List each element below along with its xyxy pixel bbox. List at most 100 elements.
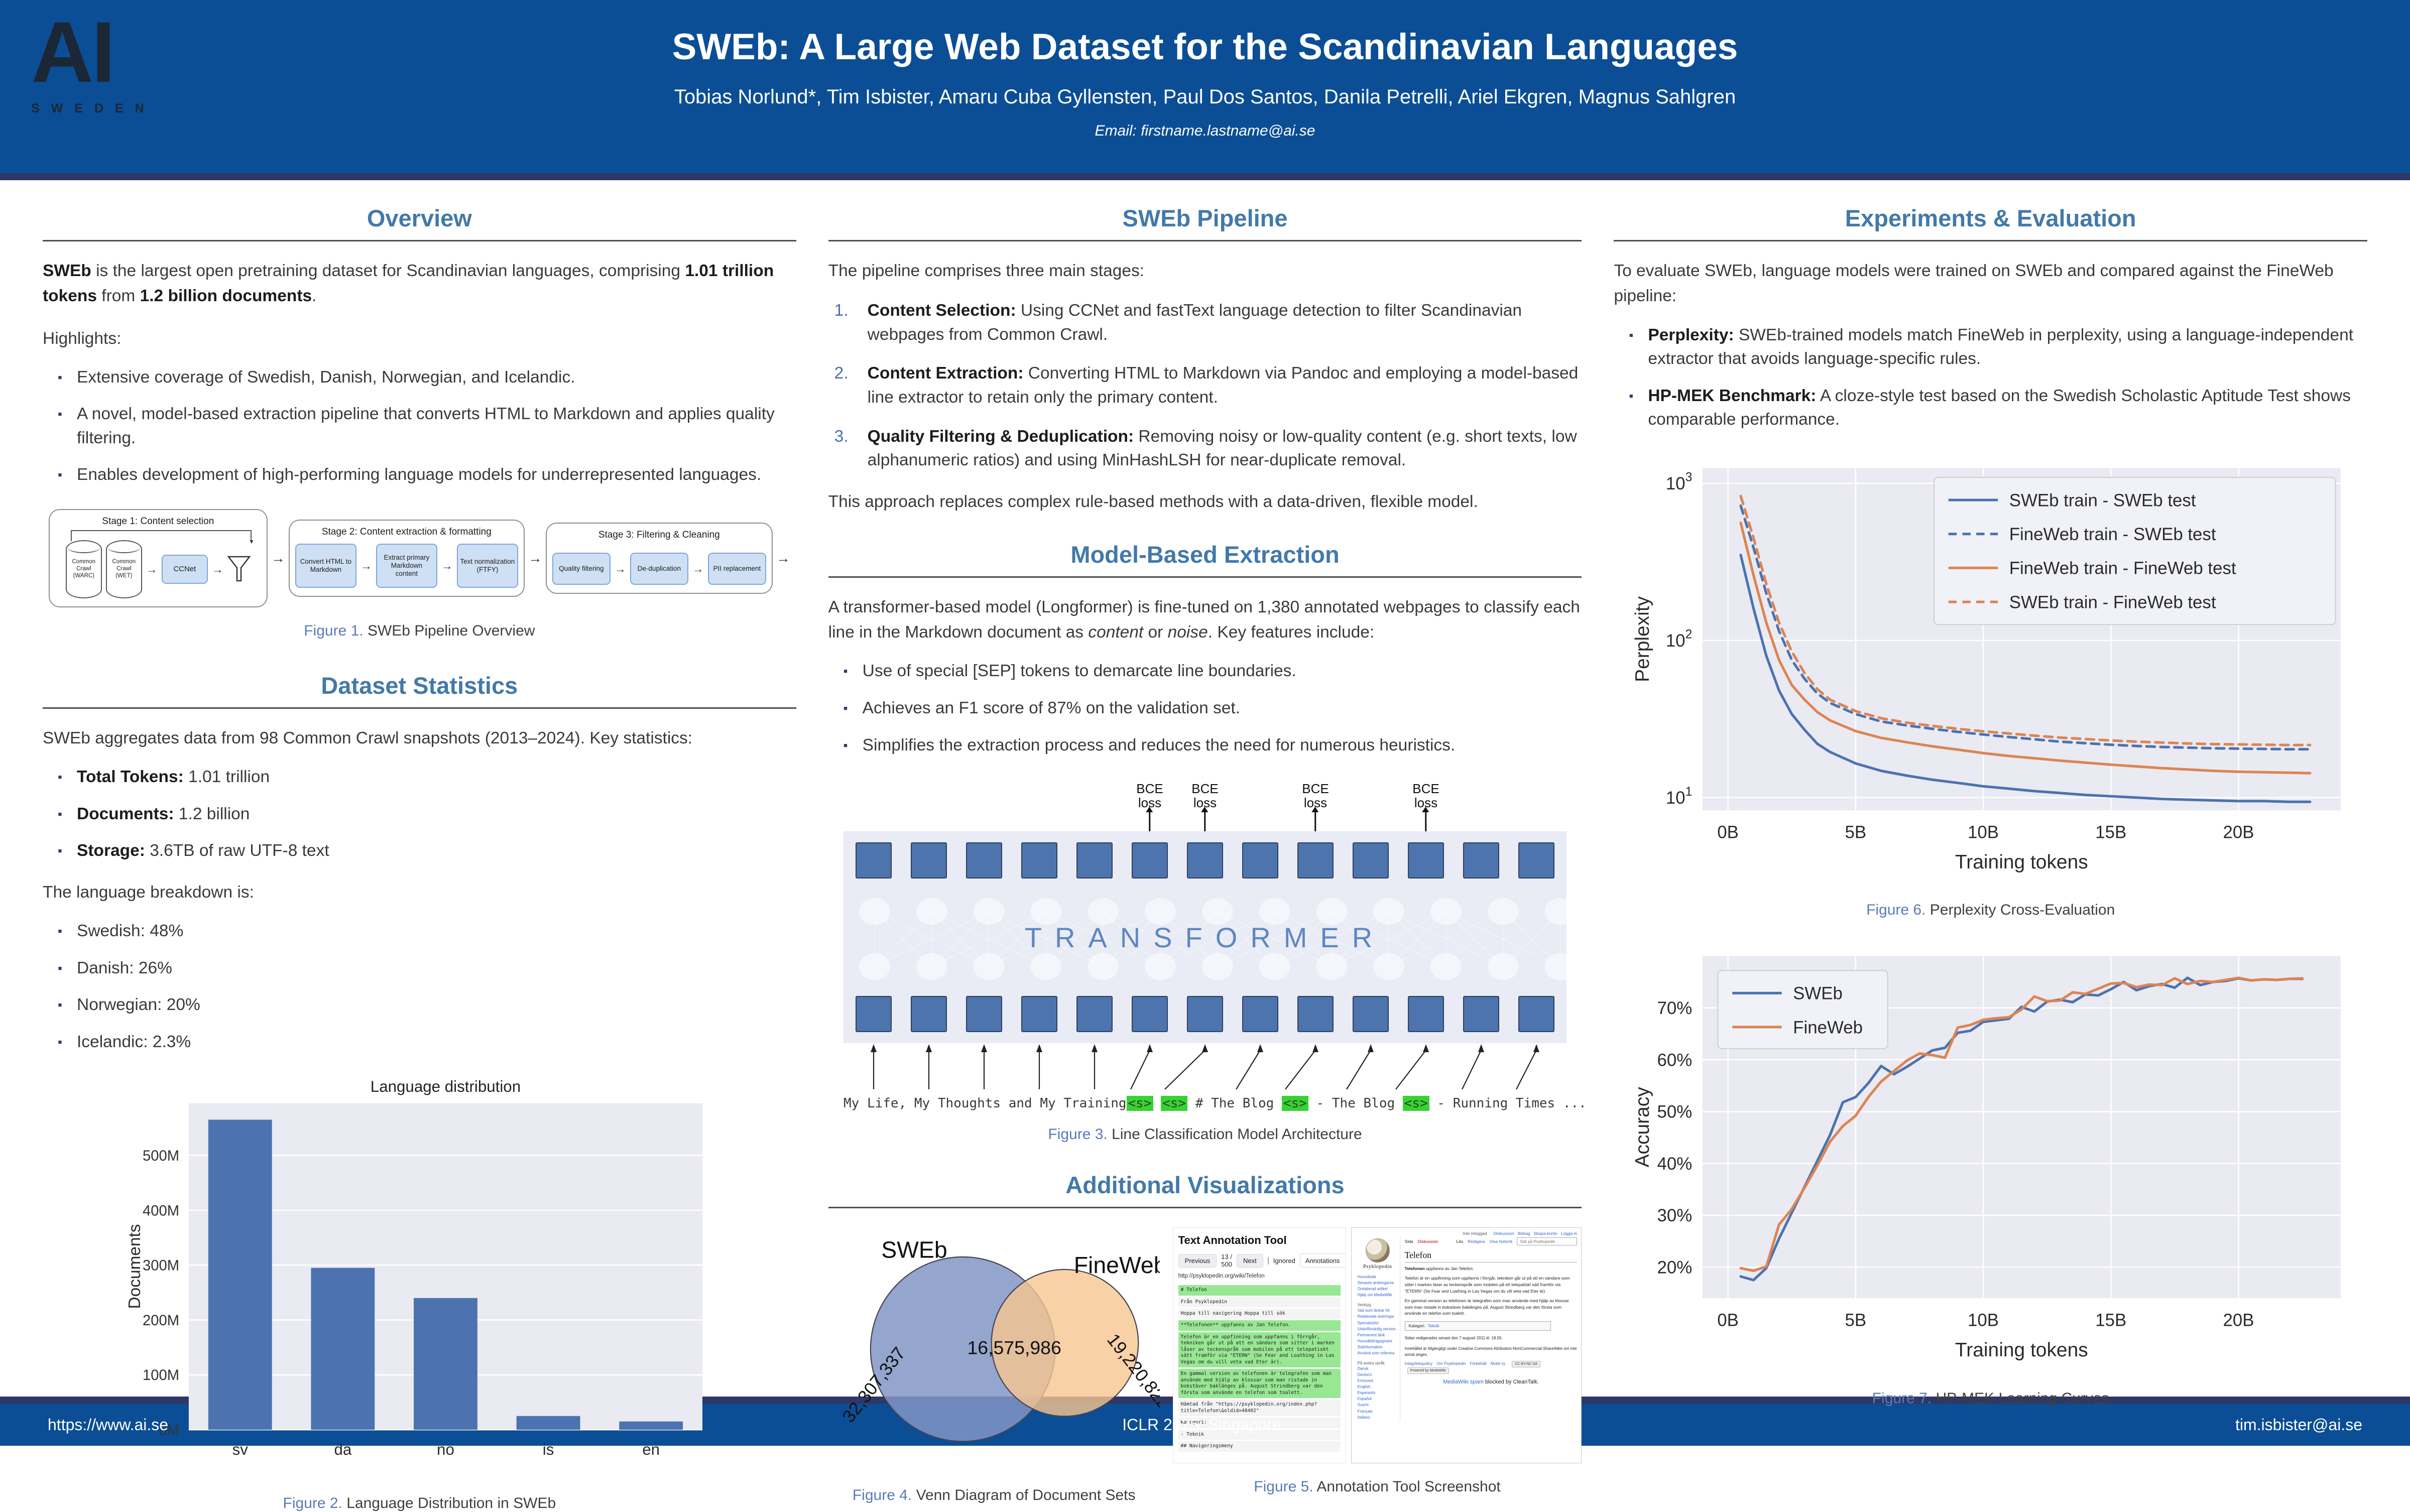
venn-svg: SWEb FineWeb 32,307,337 19,220,822 16,57… (838, 1237, 1174, 1442)
fig1-ccnet-box: CCNet (161, 555, 208, 584)
wiki-sidebar-link[interactable]: Deutsch (1357, 1372, 1372, 1377)
wiki-sidebar-link[interactable]: English (1357, 1384, 1371, 1390)
wiki-top-link[interactable]: Bidrag (1517, 1231, 1530, 1236)
wiki-sidebar-link[interactable]: Italiano (1357, 1415, 1370, 1420)
bce-loss-label: BCE loss (1191, 782, 1219, 832)
section-overview: Overview SWEb is the largest open pretra… (43, 204, 796, 640)
wiki-sidebar-link[interactable]: Hjälp om MediaWiki (1357, 1293, 1392, 1298)
funnel-icon (227, 556, 251, 582)
fig1-stage3: Stage 3: Filtering & Cleaning Quality fi… (545, 523, 773, 594)
ignored-checkbox[interactable] (1267, 1256, 1269, 1265)
fig3-network-decoration (859, 898, 1566, 980)
figure7-caption: Figure 7. HP-MEK Learning Curves (1872, 1390, 2109, 1407)
wiki-sidebar-link[interactable]: Español (1357, 1397, 1372, 1402)
wiki-footer-link[interactable]: Om Psyklopedin (1436, 1361, 1466, 1366)
wiki-sidebar-link[interactable]: Esperanto (1357, 1391, 1376, 1396)
sep-token: <s> (1126, 1096, 1153, 1111)
wiki-sidebar-link[interactable]: Ελληνικά (1357, 1378, 1373, 1383)
section-rule (1614, 240, 2368, 241)
annotation-line[interactable]: ## Navigeringsmeny (1178, 1441, 1341, 1452)
list-item: Achieves an F1 score of 87% on the valid… (844, 696, 1582, 720)
footer-venue: ICLR 2025, Singapore (1122, 1415, 1281, 1434)
fig1-step-box: De-duplication (630, 553, 688, 585)
annotation-line[interactable]: Hämtad från "https://psyklopedin.org/ind… (1178, 1400, 1341, 1417)
overview-bullets: Extensive coverage of Swedish, Danish, N… (43, 365, 796, 487)
wiki-footer-link[interactable]: Mobil vy (1490, 1361, 1506, 1366)
svg-text:SWEb train - FineWeb test: SWEb train - FineWeb test (2009, 592, 2216, 612)
wiki-paragraph: Telefon är en uppfinning som uppfanns i … (1404, 1275, 1570, 1294)
fig3-output-token-box (856, 842, 892, 879)
fig3-output-token-box (1132, 842, 1168, 879)
wiki-nav-links: Huvudsida Senaste ändringarna Orelaterad a… (1356, 1274, 1400, 1298)
wiki-last-edited: Sidan redigerades senast den 7 augusti 2… (1404, 1336, 1503, 1341)
fig3-output-token-box (1187, 842, 1223, 879)
fig3-output-token-box (1242, 842, 1278, 879)
category-link[interactable]: Teknik (1427, 1324, 1439, 1329)
next-button[interactable]: Next (1236, 1253, 1263, 1268)
svg-text:101: 101 (1666, 785, 1692, 808)
annotation-line[interactable]: En gammal version av telefonen är telegr… (1178, 1369, 1341, 1399)
annotation-line[interactable]: - Teknik (1178, 1429, 1341, 1440)
fig1-stage2-title: Stage 2: Content extraction & formatting (321, 527, 492, 537)
wiki-top-link[interactable]: Diskussion (1493, 1231, 1514, 1236)
fig3-output-token-box (1076, 842, 1113, 879)
svg-text:50%: 50% (1657, 1102, 1692, 1122)
fig1-stage1: Stage 1: Content selection Common Crawl … (48, 509, 268, 607)
column-left: Overview SWEb is the largest open pretra… (43, 180, 796, 1512)
wiki-sidebar-link[interactable]: Huvudsida (1357, 1275, 1376, 1280)
annotation-line[interactable]: Hoppa till navigering Hoppa till sök (1178, 1309, 1341, 1319)
annotation-lines: # Telefon Från Psyklopedin Hoppa till navi… (1178, 1285, 1341, 1452)
tab-sida[interactable]: Sida (1404, 1239, 1413, 1244)
wiki-sidebar-link[interactable]: Senaste ändringarna (1357, 1281, 1394, 1286)
previous-button[interactable]: Previous (1178, 1253, 1217, 1268)
fig3-input-arrows (871, 1044, 1539, 1090)
wiki-search-input[interactable] (1517, 1237, 1578, 1246)
annotation-line[interactable]: # Telefon (1178, 1285, 1341, 1296)
cc-license-badge: CC BY-NC-SA (1512, 1361, 1541, 1368)
wiki-sidebar-link[interactable]: Vad som länkar hit (1357, 1308, 1390, 1313)
wiki-sidebar-link[interactable]: Français (1357, 1409, 1373, 1414)
svg-text:Training tokens: Training tokens (1955, 1339, 2088, 1361)
wiki-sidebar-link[interactable]: Suomi (1357, 1403, 1369, 1408)
list-item: Use of special [SEP] tokens to demarcate… (844, 659, 1582, 683)
wiki-sidebar-link[interactable]: Permanent länk (1357, 1332, 1385, 1337)
dataset-intro: SWEb aggregates data from 98 Common Craw… (43, 729, 693, 747)
tab-las[interactable]: Läs (1456, 1239, 1464, 1244)
tab-visa-historik[interactable]: Visa historik (1489, 1239, 1513, 1244)
annotation-line[interactable]: **Telefonen** uppfanns av Jan Telefon. (1178, 1320, 1341, 1331)
svg-text:15B: 15B (2095, 822, 2126, 842)
wiki-sidebar-link[interactable]: Använd som referens (1357, 1350, 1395, 1355)
figure1-pipeline-diagram: Stage 1: Content selection Common Crawl … (43, 509, 796, 607)
wiki-sidebar-link[interactable]: Huvudbidragsgivare (1357, 1338, 1393, 1343)
wiki-sidebar-link[interactable]: Specialsidor (1357, 1320, 1379, 1325)
page-counter: 13 / 500 (1221, 1253, 1232, 1269)
wiki-sidebar-link[interactable]: Utskriftsvänlig version (1357, 1326, 1396, 1331)
annotation-line[interactable]: Kategori: (1178, 1418, 1341, 1428)
wiki-page-panel: Inte inloggad Diskussion Bidrag Skapa konto… (1351, 1227, 1582, 1464)
wiki-footer-link[interactable]: Förbehåll (1470, 1361, 1487, 1366)
tab-diskussion[interactable]: Diskussion (1417, 1239, 1438, 1244)
wiki-sidebar-link[interactable]: Orelaterad artikel (1357, 1287, 1388, 1292)
wiki-top-link[interactable]: Logga in (1560, 1231, 1578, 1236)
fig3-input-token-box (1187, 996, 1223, 1033)
wiki-paragraph: En gammal version av telefonen är telegr… (1404, 1298, 1569, 1316)
svg-text:0B: 0B (1717, 822, 1739, 842)
bce-loss-label: BCE loss (1136, 782, 1163, 832)
wiki-sidebar-link[interactable]: Dansk (1357, 1366, 1369, 1371)
bce-loss-label: BCE loss (1302, 782, 1329, 832)
annotations-dropdown[interactable]: Annotations⌄ (1299, 1253, 1346, 1268)
wiki-top-link[interactable]: Skapa konto (1533, 1231, 1557, 1236)
tab-redigera[interactable]: Redigera (1468, 1239, 1485, 1244)
annotation-line[interactable]: Från Psyklopedin (1178, 1297, 1341, 1307)
fig1-stage1-title: Stage 1: Content selection (102, 516, 214, 527)
section-rule (43, 707, 796, 709)
annotation-line[interactable]: Telefon är en uppfinning som uppfanns i … (1178, 1332, 1341, 1368)
psyklopedin-logo-icon (1365, 1238, 1390, 1263)
wiki-footer-link[interactable]: Integritetspolicy (1404, 1361, 1433, 1366)
fig3-input-token-box (1408, 996, 1444, 1033)
wiki-sidebar-link[interactable]: Sidinformation (1357, 1344, 1383, 1349)
svg-text:10B: 10B (1968, 1311, 1999, 1330)
fig1-stage2: Stage 2: Content extraction & formatting… (288, 520, 525, 597)
wiki-sidebar-link[interactable]: Relaterade ändringar (1357, 1314, 1394, 1319)
extraction-intro: A transformer-based model (Longformer) i… (828, 597, 1580, 642)
